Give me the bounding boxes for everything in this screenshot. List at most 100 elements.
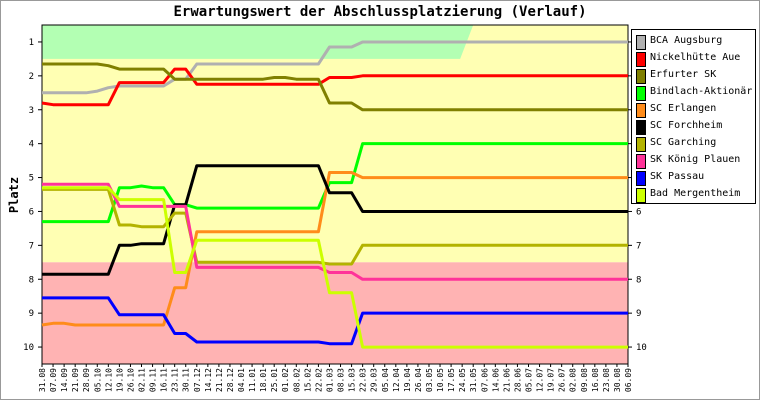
legend-label: Bindlach-Aktionär [650, 86, 753, 97]
series-line [42, 40, 628, 95]
x-tick-label: 12.10 [104, 368, 113, 392]
x-tick-label: 05.10 [93, 368, 102, 392]
legend-swatch [636, 120, 646, 135]
series-line [42, 62, 628, 112]
legend-label: Erfurter SK [650, 69, 717, 80]
x-tick-label: 30.11 [182, 368, 191, 392]
x-tick-label: 12.07 [536, 368, 545, 392]
x-tick-label: 14.06 [491, 368, 500, 392]
x-tick-label: 02.11 [138, 368, 147, 392]
x-tick-label: 16.11 [160, 368, 169, 392]
y-tick-label-right: 10 [636, 343, 647, 353]
series-line [42, 187, 628, 266]
y-tick-label-left: 9 [29, 309, 34, 319]
x-tick-label: 05.04 [381, 368, 390, 392]
x-tick-label: 21.12 [215, 368, 224, 392]
x-tick-label: 12.04 [392, 368, 401, 392]
legend-swatch [636, 69, 646, 84]
x-tick-label: 07.12 [193, 368, 202, 392]
x-tick-label: 28.09 [82, 368, 91, 392]
y-tick-label-left: 6 [29, 207, 34, 217]
y-tick-label-right: 9 [636, 309, 641, 319]
zone-promotion [42, 25, 474, 59]
y-tick-label-left: 8 [29, 275, 34, 285]
y-tick-label-right: 6 [636, 207, 641, 217]
x-tick-label: 15.02 [303, 368, 312, 392]
legend-label: SC Garching [650, 137, 717, 148]
x-tick-label: 15.03 [348, 368, 357, 392]
x-tick-label: 31.08 [38, 368, 47, 392]
x-tick-label: 18.01 [259, 368, 268, 392]
legend-label: Bad Mergentheim [650, 188, 741, 199]
series-line [42, 164, 628, 276]
x-tick-label: 08.02 [292, 368, 301, 392]
x-tick-label: 06.09 [624, 368, 633, 392]
y-tick-label-right: 8 [636, 275, 641, 285]
y-tick-label-left: 3 [29, 106, 34, 116]
y-tick-label-left: 4 [29, 140, 34, 150]
legend-label: SK König Plauen [650, 154, 741, 165]
x-tick-label: 24.05 [458, 368, 467, 392]
x-tick-label: 01.02 [281, 368, 290, 392]
legend-swatch [636, 154, 646, 169]
x-tick-label: 26.04 [414, 368, 423, 392]
x-tick-label: 28.06 [513, 368, 522, 392]
x-tick-label: 19.04 [403, 368, 412, 392]
legend-swatch [636, 171, 646, 186]
x-tick-label: 02.08 [569, 368, 578, 392]
plot-border [41, 24, 629, 365]
x-tick-label: 17.05 [447, 368, 456, 392]
legend-label: SC Erlangen [650, 103, 717, 114]
y-tick-label-left: 5 [29, 174, 34, 184]
x-tick-label: 26.07 [558, 368, 567, 392]
series-line [42, 142, 628, 224]
legend-label: SK Passau [650, 171, 705, 182]
x-tick-label: 09.11 [149, 368, 158, 392]
x-tick-label: 19.10 [115, 368, 124, 392]
legend: BCA Augsburg Nickelhütte Aue Erfurter SK Bi… [631, 29, 756, 204]
legend-swatch [636, 188, 646, 203]
x-tick-label: 21.06 [502, 368, 511, 392]
legend-swatch [636, 137, 646, 152]
legend-swatch [636, 103, 646, 118]
x-tick-label: 23.11 [171, 368, 180, 392]
y-tick-label-right: 7 [636, 241, 641, 251]
x-tick-label: 09.08 [580, 368, 589, 392]
x-tick-label: 29.03 [370, 368, 379, 392]
series-line [41, 171, 628, 327]
y-tick-label-left: 1 [29, 38, 34, 48]
x-tick-label: 08.03 [337, 368, 346, 392]
legend-label: Nickelhütte Aue [650, 52, 741, 63]
x-tick-label: 23.08 [602, 368, 611, 392]
x-tick-label: 31.05 [469, 368, 478, 392]
series-line [42, 296, 628, 346]
x-tick-label: 03.05 [425, 368, 434, 392]
x-tick-label: 22.03 [359, 368, 368, 392]
x-tick-label: 01.03 [325, 368, 334, 392]
x-tick-label: 28.12 [226, 368, 235, 392]
x-tick-label: 14.12 [204, 368, 213, 392]
legend-label: BCA Augsburg [650, 35, 723, 46]
y-tick-label-left: 7 [29, 241, 34, 251]
x-tick-label: 30.08 [613, 368, 622, 392]
x-tick-label: 11.01 [248, 368, 257, 392]
legend-label: SC Forchheim [650, 120, 723, 131]
series-line [42, 186, 628, 349]
series-line [42, 182, 628, 281]
legend-swatch [636, 86, 646, 101]
x-tick-label: 26.10 [126, 368, 135, 392]
x-tick-label: 19.07 [547, 368, 556, 392]
y-tick-label-left: 2 [29, 72, 34, 82]
x-tick-label: 16.08 [591, 368, 600, 392]
x-tick-label: 05.07 [524, 368, 533, 392]
legend-swatch [636, 52, 646, 67]
x-tick-label: 25.01 [270, 368, 279, 392]
x-tick-label: 04.01 [237, 368, 246, 392]
x-tick-label: 22.02 [314, 368, 323, 392]
x-tick-label: 14.09 [60, 368, 69, 392]
x-tick-label: 07.09 [49, 368, 58, 392]
series-line [41, 67, 628, 107]
legend-swatch [636, 35, 646, 50]
chart-title: Erwartungswert der Abschlussplatzierung … [173, 4, 587, 20]
